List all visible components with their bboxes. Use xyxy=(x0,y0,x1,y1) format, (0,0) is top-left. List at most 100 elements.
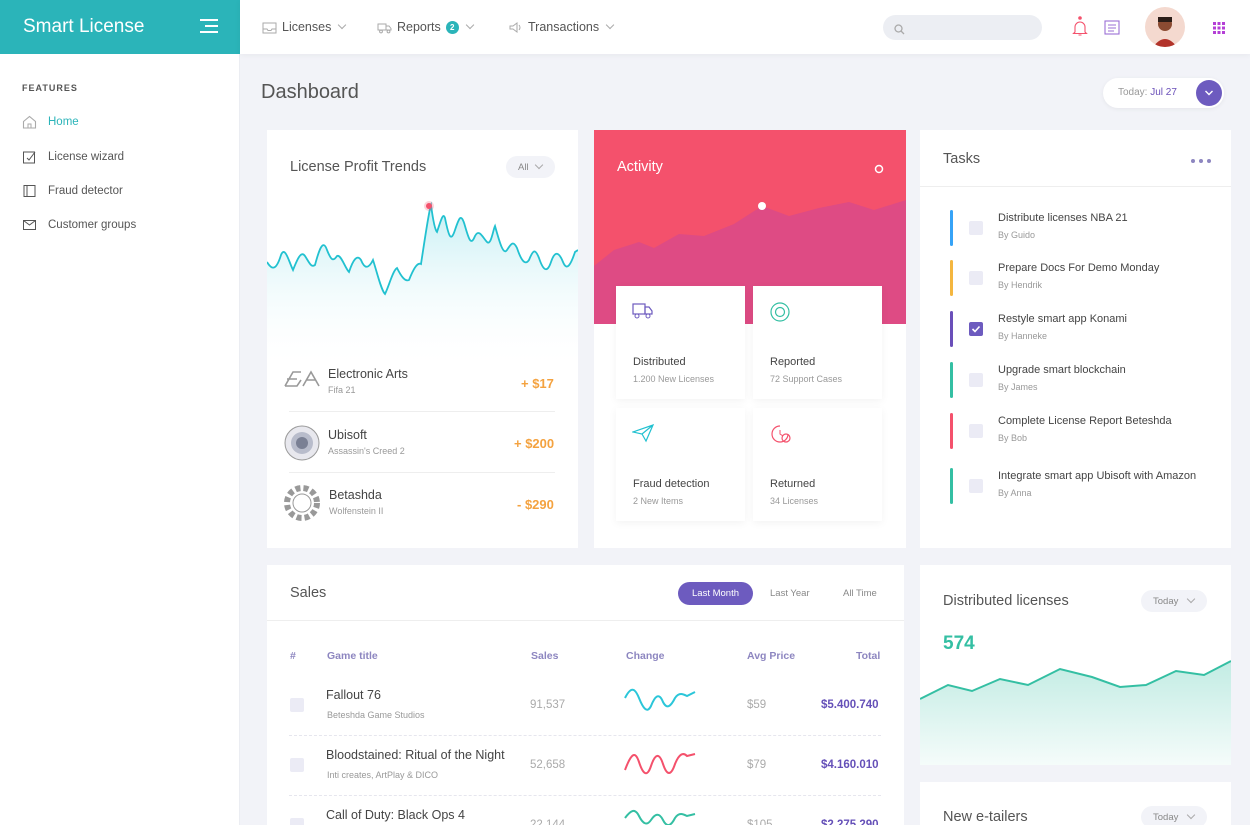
menu-licenses[interactable]: Licenses xyxy=(262,20,347,34)
task-priority-bar xyxy=(950,210,953,246)
game-title: Bloodstained: Ritual of the Night xyxy=(326,748,505,762)
task-title: Distribute licenses NBA 21 xyxy=(998,212,1128,224)
task-checkbox[interactable] xyxy=(969,424,983,438)
task-checkbox[interactable] xyxy=(969,221,983,235)
profit-trend-chart xyxy=(267,201,578,370)
tab-all-time[interactable]: All Time xyxy=(843,588,877,599)
home-icon xyxy=(22,115,37,129)
trend-row-value: + $17 xyxy=(521,376,554,391)
sales-count: 22,144 xyxy=(530,819,566,825)
task-title: Prepare Docs For Demo Monday xyxy=(998,262,1160,274)
distributed-filter-dropdown[interactable]: Today xyxy=(1141,590,1207,612)
menu-label: Reports xyxy=(397,20,441,34)
task-author: By Hendrik xyxy=(998,280,1043,290)
change-sparkline xyxy=(624,688,696,711)
trend-row-sub: Assassin's Creed 2 xyxy=(328,446,405,456)
menu-transactions[interactable]: Transactions xyxy=(508,20,615,34)
sidebar-toggle-icon[interactable] xyxy=(200,19,218,33)
search-input[interactable] xyxy=(883,15,1042,40)
task-title: Upgrade smart blockchain xyxy=(998,364,1126,376)
sidebar-item-home[interactable]: Home xyxy=(22,115,79,129)
task-checkbox[interactable] xyxy=(969,373,983,387)
user-avatar[interactable] xyxy=(1145,7,1185,47)
filter-label: All xyxy=(518,161,529,173)
task-item: Distribute licenses NBA 21 By Guido xyxy=(920,210,1128,246)
tile-sub: 2 New Items xyxy=(633,496,684,506)
task-checkbox[interactable] xyxy=(969,322,983,336)
tab-last-month[interactable]: Last Month xyxy=(678,582,753,605)
menu-label: Licenses xyxy=(282,20,332,34)
card-title: Distributed licenses xyxy=(943,593,1069,609)
truck-icon xyxy=(377,21,392,34)
row-checkbox[interactable] xyxy=(290,818,304,825)
activity-card: Activity Distributed 1.200 New Licenses … xyxy=(594,130,906,548)
menu-reports[interactable]: Reports 2 xyxy=(377,20,475,34)
tile-label: Reported xyxy=(770,356,816,368)
column-header-total: Total xyxy=(856,650,881,662)
task-title: Restyle smart app Konami xyxy=(998,313,1127,325)
activity-tile-reported[interactable]: Reported 72 Support Cases xyxy=(753,286,882,399)
task-item: Complete License Report Beteshda By Bob xyxy=(920,413,1172,449)
book-icon xyxy=(22,184,37,198)
truck-icon xyxy=(632,301,654,326)
task-priority-bar xyxy=(950,413,953,449)
column-header-index: # xyxy=(290,650,296,662)
date-picker[interactable]: Today: Jul 27 xyxy=(1103,78,1224,108)
activity-tile-distributed[interactable]: Distributed 1.200 New Licenses xyxy=(616,286,745,399)
total-value: $2.275.290 xyxy=(821,819,879,825)
activity-tile-fraud-detection[interactable]: Fraud detection 2 New Items xyxy=(616,408,745,521)
etailers-filter-dropdown[interactable]: Today xyxy=(1141,806,1207,825)
task-priority-bar xyxy=(950,362,953,398)
sidebar-item-label: License wizard xyxy=(48,151,125,163)
task-checkbox[interactable] xyxy=(969,479,983,493)
sidebar-item-fraud-detector[interactable]: Fraud detector xyxy=(22,184,123,198)
tab-last-year[interactable]: Last Year xyxy=(770,588,810,599)
task-author: By James xyxy=(998,382,1038,392)
divider xyxy=(289,411,555,412)
column-header-change: Change xyxy=(626,650,665,662)
activity-indicator-icon xyxy=(874,164,884,174)
avg-price: $105 xyxy=(747,819,773,825)
sales-count: 52,658 xyxy=(530,759,566,771)
change-sparkline xyxy=(624,753,696,775)
change-sparkline xyxy=(624,810,696,825)
game-publisher: Beteshda Game Studios xyxy=(327,710,425,720)
date-value: Jul 27 xyxy=(1150,87,1177,98)
sidebar-item-customer-groups[interactable]: Customer groups xyxy=(22,218,136,232)
search-icon xyxy=(894,22,905,40)
notification-bell-icon[interactable] xyxy=(1072,16,1088,43)
task-checkbox[interactable] xyxy=(969,271,983,285)
more-options-icon[interactable] xyxy=(1190,158,1212,164)
notes-icon[interactable] xyxy=(1104,20,1120,40)
speaker-icon xyxy=(508,21,523,34)
sales-count: 91,537 xyxy=(530,699,566,711)
row-checkbox[interactable] xyxy=(290,758,304,772)
total-value: $5.400.740 xyxy=(821,699,879,711)
tile-label: Returned xyxy=(770,478,816,490)
ea-logo xyxy=(283,366,323,397)
sidebar: FEATURES Home License wizard Fraud detec… xyxy=(0,54,240,825)
activity-tile-returned[interactable]: Returned 34 Licenses xyxy=(753,408,882,521)
row-checkbox[interactable] xyxy=(290,698,304,712)
trends-filter-dropdown[interactable]: All xyxy=(506,156,555,178)
sidebar-section-title: FEATURES xyxy=(22,83,78,93)
chevron-down-icon xyxy=(534,160,543,170)
task-item: Upgrade smart blockchain By James xyxy=(920,362,1126,398)
inbox-icon xyxy=(262,21,277,34)
task-priority-bar xyxy=(950,311,953,347)
topbar: Licenses Reports 2 Transactions xyxy=(240,0,1250,54)
date-dropdown-button[interactable] xyxy=(1196,80,1222,106)
return-icon xyxy=(769,423,793,450)
apps-grid-icon[interactable] xyxy=(1213,21,1225,39)
avg-price: $79 xyxy=(747,759,767,771)
tile-sub: 1.200 New Licenses xyxy=(633,374,715,384)
trend-row-value: - $290 xyxy=(517,497,554,512)
ubisoft-logo xyxy=(283,424,321,467)
row-divider xyxy=(289,795,881,796)
avg-price: $59 xyxy=(747,699,767,711)
game-title: Call of Duty: Black Ops 4 xyxy=(326,808,465,822)
trend-row-sub: Wolfenstein II xyxy=(329,506,384,516)
sidebar-item-license-wizard[interactable]: License wizard xyxy=(22,150,124,164)
edit-document-icon xyxy=(22,150,37,164)
divider xyxy=(920,186,1231,187)
